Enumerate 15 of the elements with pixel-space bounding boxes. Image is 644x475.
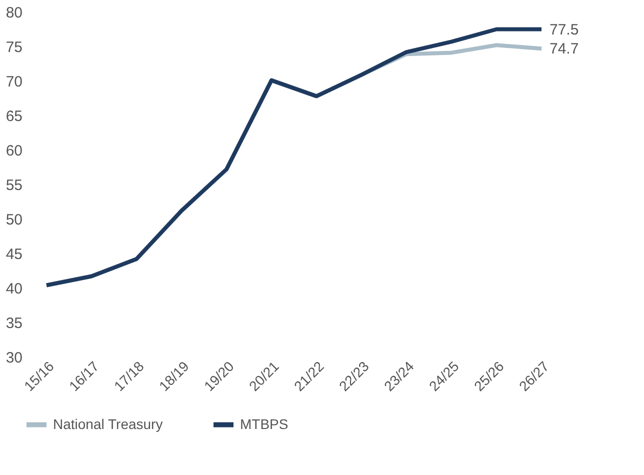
y-tick-label: 45 [6, 246, 22, 263]
legend-label: MTBPS [240, 416, 288, 432]
legend-label: National Treasury [53, 416, 163, 432]
y-tick-label: 65 [6, 108, 22, 125]
y-tick-label: 50 [6, 212, 22, 228]
y-tick-label: 40 [6, 280, 22, 298]
y-tick-label: 75 [6, 39, 22, 56]
y-tick-label: 70 [6, 74, 22, 90]
y-tick-label: 30 [6, 350, 22, 366]
annotation: 74.7 [550, 40, 579, 58]
y-tick-label: 60 [6, 142, 22, 160]
y-tick-label: 55 [6, 177, 22, 194]
y-tick-label: 80 [6, 4, 22, 22]
annotation: 77.5 [550, 21, 579, 38]
y-tick-label: 35 [6, 315, 22, 332]
